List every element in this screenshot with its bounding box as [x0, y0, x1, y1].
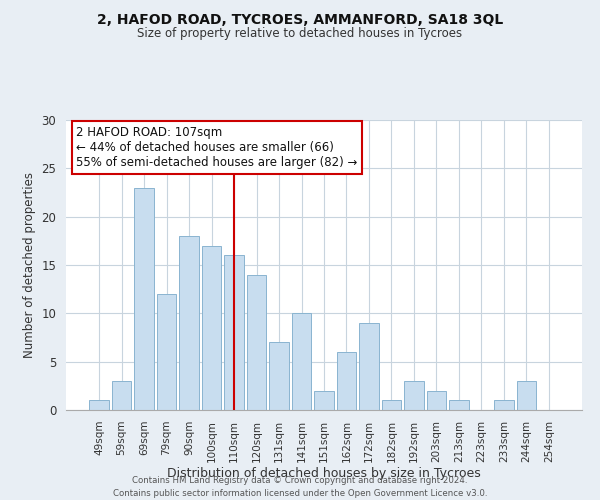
Bar: [404, 381, 424, 410]
Text: 2 HAFOD ROAD: 107sqm
← 44% of detached houses are smaller (66)
55% of semi-detac: 2 HAFOD ROAD: 107sqm ← 44% of detached h…: [76, 126, 358, 169]
Bar: [134, 188, 154, 410]
Bar: [157, 294, 176, 410]
Bar: [202, 246, 221, 410]
Text: 2, HAFOD ROAD, TYCROES, AMMANFORD, SA18 3QL: 2, HAFOD ROAD, TYCROES, AMMANFORD, SA18 …: [97, 12, 503, 26]
Bar: [494, 400, 514, 410]
Bar: [314, 390, 334, 410]
X-axis label: Distribution of detached houses by size in Tycroes: Distribution of detached houses by size …: [167, 468, 481, 480]
Text: Size of property relative to detached houses in Tycroes: Size of property relative to detached ho…: [137, 28, 463, 40]
Text: Contains HM Land Registry data © Crown copyright and database right 2024.
Contai: Contains HM Land Registry data © Crown c…: [113, 476, 487, 498]
Bar: [517, 381, 536, 410]
Bar: [224, 256, 244, 410]
Bar: [292, 314, 311, 410]
Bar: [112, 381, 131, 410]
Bar: [427, 390, 446, 410]
Bar: [359, 323, 379, 410]
Y-axis label: Number of detached properties: Number of detached properties: [23, 172, 36, 358]
Bar: [382, 400, 401, 410]
Bar: [449, 400, 469, 410]
Bar: [89, 400, 109, 410]
Bar: [269, 342, 289, 410]
Bar: [247, 274, 266, 410]
Bar: [337, 352, 356, 410]
Bar: [179, 236, 199, 410]
